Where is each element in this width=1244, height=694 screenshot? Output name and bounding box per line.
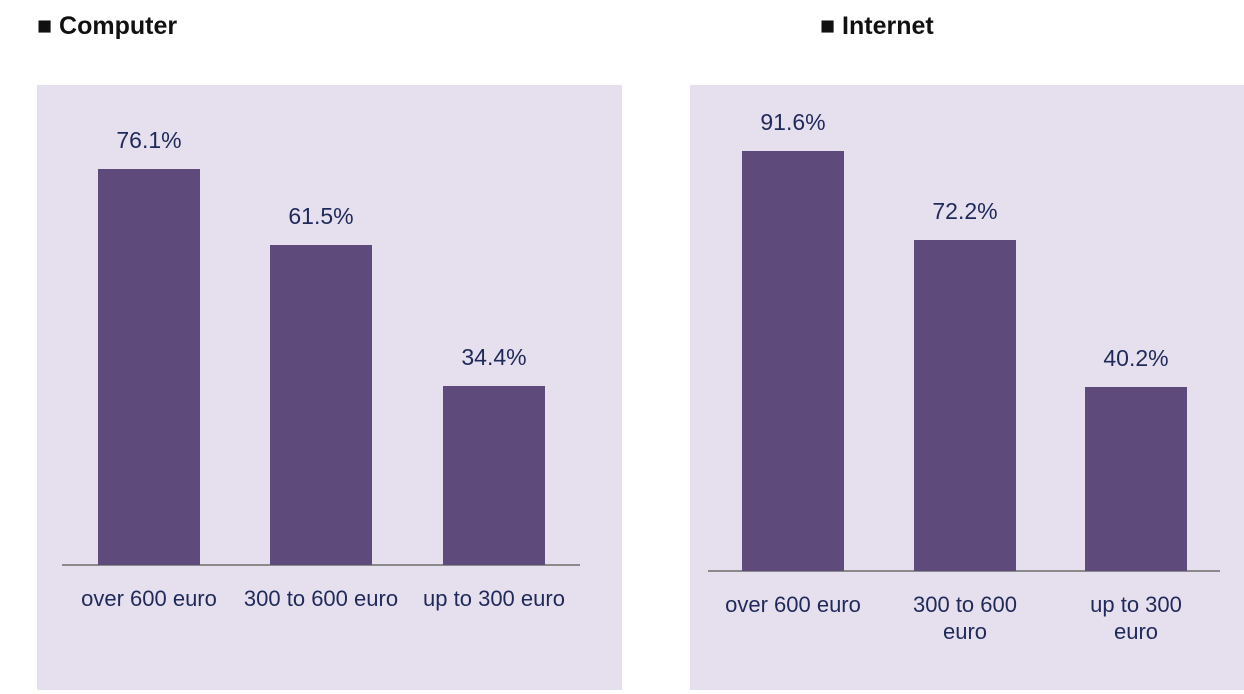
x-tick-label: 300 to 600 euro: [913, 592, 1017, 644]
bar: [742, 151, 844, 571]
x-tick-label: 300 to 600 euro: [243, 586, 399, 611]
data-label: 40.2%: [1103, 344, 1169, 371]
data-label: 72.2%: [932, 197, 998, 224]
x-tick-label: up to 300 euro: [423, 586, 565, 611]
data-label: 91.6%: [760, 109, 826, 135]
bar: [98, 169, 200, 565]
chart-title: ■ Internet: [820, 12, 934, 40]
chart-title: ■ Computer: [37, 12, 178, 40]
data-label: 34.4%: [461, 344, 527, 371]
baseline: [708, 570, 1220, 572]
bar: [914, 239, 1016, 571]
bar: [270, 245, 372, 565]
data-label: 61.5%: [288, 203, 354, 230]
data-label: 76.1%: [116, 127, 182, 154]
x-tick-label: over 600 euro: [725, 592, 861, 617]
x-tick-label: up to 300 euro: [1090, 592, 1182, 644]
bar: [1085, 386, 1187, 571]
baseline: [62, 564, 580, 566]
bar: [443, 386, 545, 565]
x-tick-label: over 600 euro: [81, 586, 217, 611]
